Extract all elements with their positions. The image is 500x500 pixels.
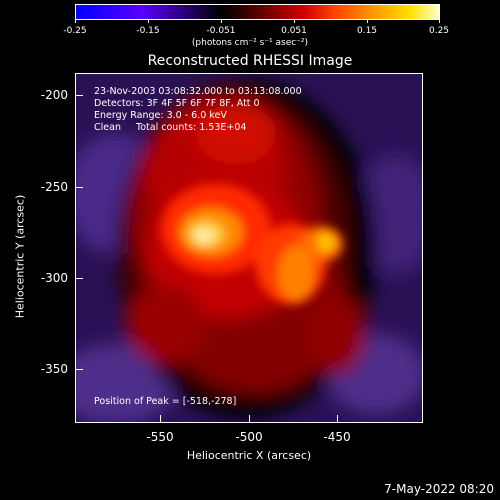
y-axis-label: Heliocentric Y (arcsec) [13,194,27,319]
image-annotation: 23-Nov-2003 03:08:32.000 to 03:13:08.000… [94,86,302,134]
x-tick-label: -500 [235,430,263,444]
x-axis-label: Heliocentric X (arcsec) [186,449,312,462]
y-tick-mark [75,369,83,370]
colorbar-tick-label: 0.15 [356,26,378,36]
colorbar-tickmark [439,19,440,23]
colorbar [75,4,440,20]
colorbar-tickmark [294,19,295,23]
colorbar-units: (photons cm⁻² s⁻¹ asec⁻²) [191,38,309,48]
rhessi-image [76,74,422,422]
colorbar-tickmark [367,19,368,23]
colorbar-tick-label: 0.051 [281,26,307,36]
peak-position-label: Position of Peak = [-518,-278] [94,396,237,407]
colorbar-tick-label: 0.25 [428,26,450,36]
footer-timestamp: 7-May-2022 08:20 [384,482,494,496]
annotation-time-range: 23-Nov-2003 03:08:32.000 to 03:13:08.000 [94,86,302,97]
x-tick-mark [249,415,250,423]
y-tick-mark [75,278,83,279]
y-tick-label: -300 [40,271,68,285]
annotation-clean-counts: Clean Total counts: 1.53E+04 [94,122,247,133]
plot-title: Reconstructed RHESSI Image [147,53,353,69]
annotation-energy-range: Energy Range: 3.0 - 6.0 keV [94,110,227,121]
colorbar-tick-label: -0.051 [206,26,236,36]
y-tick-label: -350 [40,362,68,376]
x-tick-mark [160,415,161,423]
y-tick-mark [75,187,83,188]
x-tick-label: -450 [323,430,351,444]
y-tick-label: -250 [40,180,68,194]
colorbar-tickmark [148,19,149,23]
x-tick-label: -550 [146,430,174,444]
colorbar-tickmark [75,19,76,23]
y-tick-label: -200 [40,88,68,102]
colorbar-tick-label: -0.25 [63,26,87,36]
annotation-detectors: Detectors: 3F 4F 5F 6F 7F 8F, Att 0 [94,98,260,109]
colorbar-tickmark [221,19,222,23]
colorbar-tick-label: -0.15 [136,26,160,36]
x-tick-mark [337,415,338,423]
rhessi-image-panel: 23-Nov-2003 03:08:32.000 to 03:13:08.000… [75,73,423,423]
y-tick-mark [75,95,83,96]
